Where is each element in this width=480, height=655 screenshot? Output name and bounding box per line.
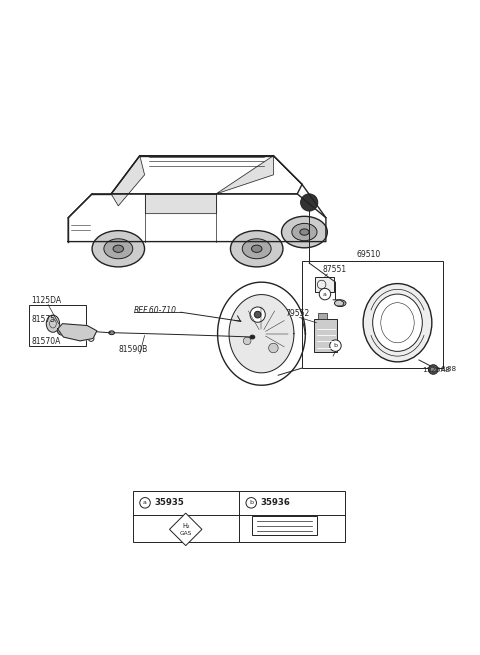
Ellipse shape	[140, 498, 150, 508]
Text: 87551: 87551	[322, 265, 346, 274]
Bar	[252, 516, 317, 535]
Text: 81570A: 81570A	[32, 337, 61, 346]
Ellipse shape	[281, 216, 327, 248]
Ellipse shape	[60, 328, 64, 333]
Polygon shape	[144, 194, 216, 213]
Text: 81590B: 81590B	[118, 345, 147, 354]
Ellipse shape	[109, 331, 115, 335]
Ellipse shape	[230, 231, 283, 267]
Text: 69510: 69510	[357, 250, 381, 259]
Polygon shape	[216, 156, 274, 194]
Ellipse shape	[57, 326, 67, 335]
Polygon shape	[58, 324, 97, 341]
Ellipse shape	[250, 335, 255, 339]
Text: 1125AE: 1125AE	[422, 367, 450, 373]
Ellipse shape	[429, 365, 438, 374]
Ellipse shape	[363, 284, 432, 362]
Text: 81575: 81575	[32, 314, 56, 324]
Ellipse shape	[104, 239, 133, 259]
Ellipse shape	[252, 245, 262, 252]
Text: 1125DA: 1125DA	[32, 295, 61, 305]
Text: b: b	[249, 500, 253, 505]
Text: b: b	[334, 343, 337, 348]
Ellipse shape	[243, 337, 251, 345]
Ellipse shape	[242, 239, 271, 259]
Ellipse shape	[300, 194, 318, 211]
Ellipse shape	[335, 300, 346, 307]
Text: GAS: GAS	[180, 531, 192, 536]
Text: a: a	[323, 291, 327, 297]
Text: 79552: 79552	[286, 309, 310, 318]
Ellipse shape	[246, 498, 256, 508]
Ellipse shape	[319, 288, 331, 300]
Text: 35935: 35935	[155, 498, 184, 508]
Bar	[302, 261, 443, 368]
Bar	[318, 313, 327, 319]
Text: 0.88: 0.88	[441, 367, 457, 373]
Bar	[314, 319, 337, 352]
Ellipse shape	[254, 311, 261, 318]
Ellipse shape	[372, 294, 422, 351]
Polygon shape	[111, 156, 144, 206]
Ellipse shape	[292, 223, 317, 241]
Text: REF.60-710: REF.60-710	[134, 306, 177, 315]
Bar	[29, 305, 86, 346]
Ellipse shape	[330, 340, 341, 351]
Text: H₂: H₂	[182, 523, 190, 529]
Ellipse shape	[300, 229, 309, 235]
Ellipse shape	[92, 231, 144, 267]
Ellipse shape	[431, 367, 436, 372]
Ellipse shape	[250, 307, 265, 322]
Ellipse shape	[46, 315, 60, 332]
Ellipse shape	[269, 343, 278, 353]
Ellipse shape	[74, 329, 81, 336]
Text: 35936: 35936	[261, 498, 290, 508]
Polygon shape	[169, 513, 202, 546]
Polygon shape	[229, 295, 294, 373]
Text: a: a	[143, 500, 147, 505]
Bar	[315, 277, 334, 291]
Bar	[132, 491, 345, 542]
Ellipse shape	[113, 245, 123, 252]
